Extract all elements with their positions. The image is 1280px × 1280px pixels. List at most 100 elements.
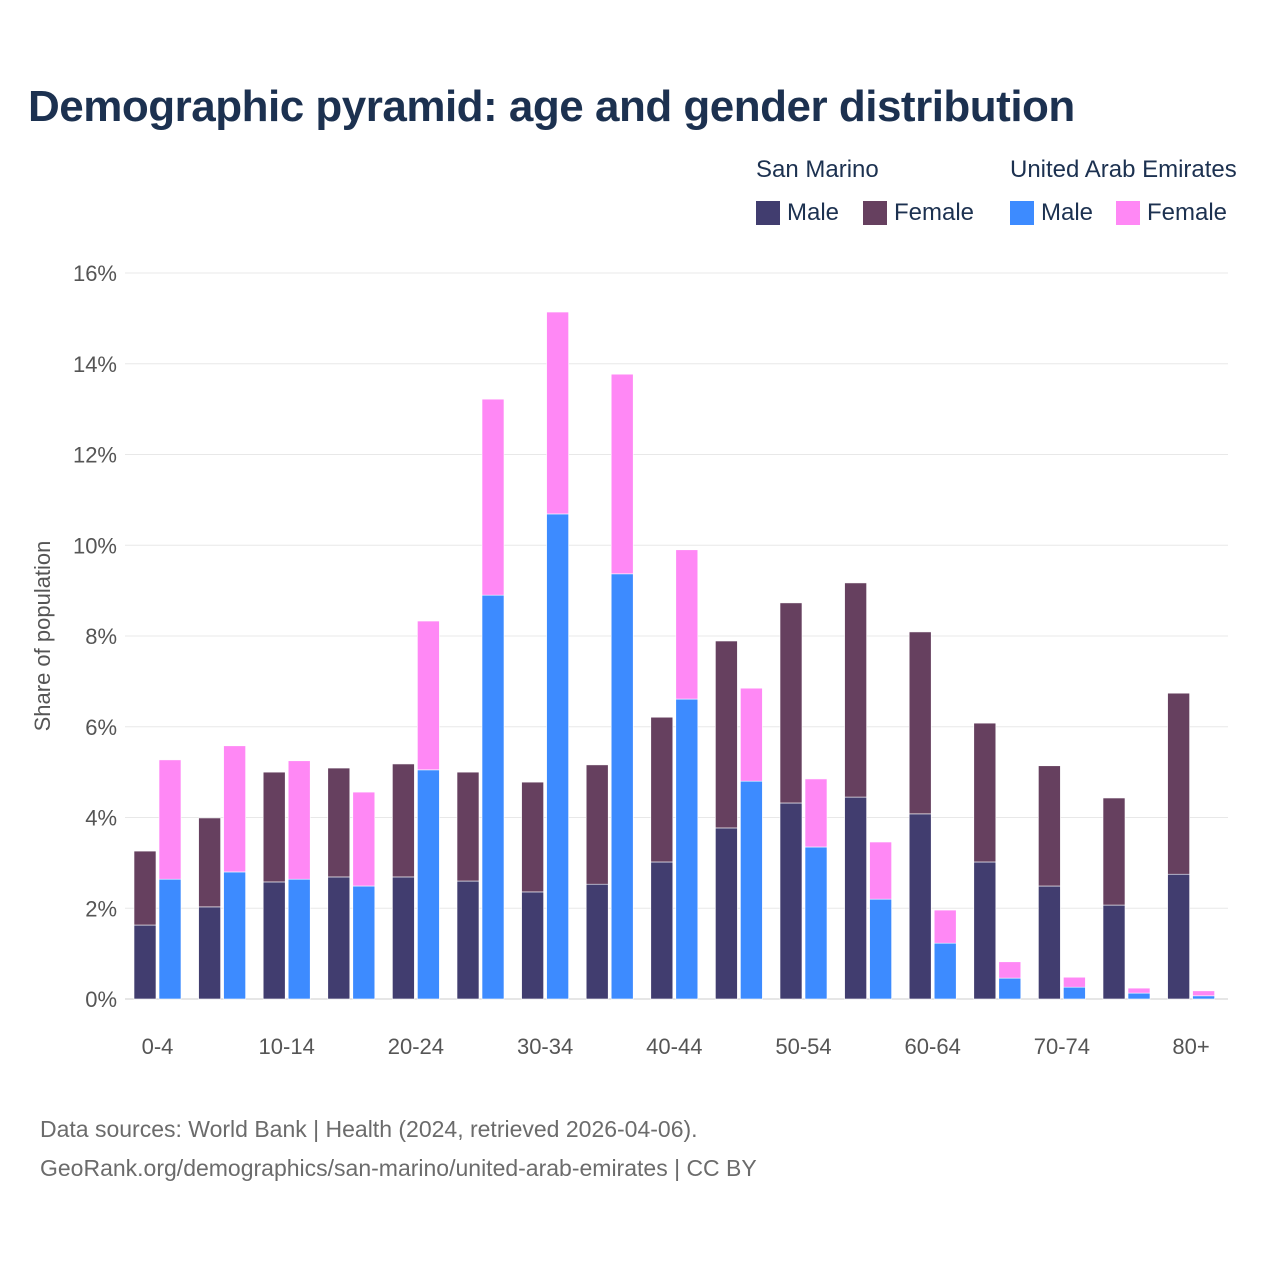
bar-san-marino-male-0-4: [133, 924, 157, 1000]
legend-label: Male: [1041, 199, 1094, 226]
legend-item-uae-female[interactable]: Female: [1116, 199, 1227, 227]
bar-united-arab-emirates-female-15-19: [352, 791, 376, 887]
bar-united-arab-emirates-female-45-49: [740, 687, 763, 782]
bar-united-arab-emirates-female-10-14: [287, 760, 311, 880]
legend-swatch: [1116, 201, 1140, 225]
y-axis-label: Share of population: [30, 541, 55, 732]
legend-group-uae: United Arab Emirates: [1010, 156, 1237, 183]
bar-san-marino-female-80+: [1167, 692, 1190, 875]
footer-sources: Data sources: World Bank | Health (2024,…: [40, 1116, 698, 1142]
bar-united-arab-emirates-male-10-14: [287, 878, 311, 1000]
bar-united-arab-emirates-male-20-24: [417, 769, 440, 1000]
bar-united-arab-emirates-male-45-49: [740, 780, 763, 1000]
x-tick-label: 70-74: [1034, 1034, 1090, 1059]
bar-san-marino-male-80+: [1167, 873, 1190, 1000]
chart-title: Demographic pyramid: age and gender dist…: [28, 82, 1075, 131]
bar-san-marino-female-30-34: [521, 781, 544, 893]
bar-san-marino-female-60-64: [908, 631, 932, 815]
y-tick-label: 6%: [85, 715, 117, 740]
bar-san-marino-male-60-64: [908, 813, 932, 1000]
bar-san-marino-male-25-29: [456, 880, 480, 1000]
legend-item-uae-male[interactable]: Male: [1010, 199, 1093, 227]
bar-united-arab-emirates-female-75-79: [1127, 987, 1151, 994]
bar-united-arab-emirates-female-65-69: [998, 961, 1022, 979]
bar-united-arab-emirates-female-55-59: [869, 841, 892, 900]
y-tick-label: 12%: [73, 443, 117, 468]
x-tick-label: 50-54: [775, 1034, 831, 1059]
legend-item-sm-female[interactable]: Female: [863, 199, 974, 227]
bar-san-marino-male-45-49: [715, 827, 738, 1000]
bar-united-arab-emirates-male-35-39: [610, 573, 634, 1000]
bar-united-arab-emirates-female-30-34: [546, 311, 569, 515]
legend-swatch: [756, 201, 780, 225]
bar-united-arab-emirates-female-60-64: [933, 909, 957, 944]
bar-san-marino-male-10-14: [262, 881, 286, 1000]
legend-swatch: [1010, 201, 1034, 225]
bar-united-arab-emirates-female-50-54: [804, 778, 828, 848]
bar-united-arab-emirates-male-80+: [1192, 995, 1215, 1000]
bar-united-arab-emirates-male-30-34: [546, 513, 569, 1000]
y-tick-label: 14%: [73, 352, 117, 377]
bar-san-marino-female-0-4: [133, 850, 157, 926]
bar-san-marino-female-20-24: [392, 763, 415, 878]
y-tick-label: 0%: [85, 987, 117, 1012]
y-tick-label: 10%: [73, 533, 117, 558]
legend-item-sm-male[interactable]: Male: [756, 199, 839, 227]
y-tick-label: 8%: [85, 624, 117, 649]
bar-united-arab-emirates-male-25-29: [481, 594, 505, 1000]
bar-united-arab-emirates-male-15-19: [352, 885, 376, 1000]
legend-swatch: [863, 201, 887, 225]
bar-san-marino-male-5-9: [198, 906, 221, 1000]
bar-san-marino-male-30-34: [521, 891, 544, 1000]
bar-united-arab-emirates-male-55-59: [869, 898, 892, 1000]
bar-san-marino-female-5-9: [198, 817, 221, 908]
bar-san-marino-male-20-24: [392, 876, 415, 1000]
bar-united-arab-emirates-female-5-9: [223, 745, 246, 873]
bar-san-marino-male-70-74: [1038, 885, 1061, 1000]
bar-san-marino-female-35-39: [585, 764, 609, 885]
bar-united-arab-emirates-male-75-79: [1127, 992, 1151, 1000]
x-tick-label: 30-34: [517, 1034, 573, 1059]
x-tick-label: 20-24: [388, 1034, 444, 1059]
y-tick-label: 16%: [73, 261, 117, 286]
bar-united-arab-emirates-male-0-4: [158, 878, 182, 1000]
x-tick-label: 40-44: [646, 1034, 702, 1059]
bar-san-marino-male-35-39: [585, 883, 609, 1000]
legend-label: Female: [1147, 199, 1228, 226]
bar-san-marino-female-25-29: [456, 771, 480, 882]
bar-san-marino-male-50-54: [779, 802, 803, 1000]
bar-united-arab-emirates-male-50-54: [804, 846, 828, 1000]
bar-san-marino-female-10-14: [262, 771, 286, 883]
bar-san-marino-female-65-69: [973, 722, 997, 863]
bar-united-arab-emirates-female-20-24: [417, 620, 440, 771]
bar-san-marino-male-65-69: [973, 861, 997, 1000]
legend-label: Male: [787, 199, 840, 226]
bar-united-arab-emirates-male-5-9: [223, 871, 246, 1000]
bar-united-arab-emirates-female-70-74: [1063, 976, 1086, 988]
bar-united-arab-emirates-female-80+: [1192, 990, 1215, 997]
bar-united-arab-emirates-female-35-39: [610, 373, 634, 575]
x-tick-label: 80+: [1172, 1034, 1209, 1059]
legend-label: Female: [894, 199, 975, 226]
legend-group-san-marino: San Marino: [756, 156, 879, 183]
bar-san-marino-female-70-74: [1038, 765, 1061, 887]
bar-united-arab-emirates-female-0-4: [158, 759, 182, 880]
bar-united-arab-emirates-male-70-74: [1063, 986, 1086, 1000]
bar-united-arab-emirates-female-40-44: [675, 549, 699, 700]
x-tick-label: 0-4: [142, 1034, 174, 1059]
bar-united-arab-emirates-male-65-69: [998, 977, 1022, 1000]
x-tick-label: 60-64: [905, 1034, 961, 1059]
bar-san-marino-male-75-79: [1102, 904, 1126, 1000]
bar-san-marino-female-45-49: [715, 640, 738, 829]
x-tick-label: 10-14: [259, 1034, 315, 1059]
footer-link[interactable]: GeoRank.org/demographics/san-marino/unit…: [40, 1155, 757, 1181]
bar-united-arab-emirates-male-40-44: [675, 698, 699, 1000]
y-tick-label: 2%: [85, 896, 117, 921]
bar-san-marino-female-75-79: [1102, 797, 1126, 906]
bar-san-marino-female-40-44: [650, 716, 674, 863]
bar-san-marino-female-55-59: [844, 582, 867, 798]
bar-san-marino-female-50-54: [779, 602, 803, 804]
bar-san-marino-male-15-19: [327, 876, 351, 1000]
bar-san-marino-male-40-44: [650, 861, 674, 1000]
